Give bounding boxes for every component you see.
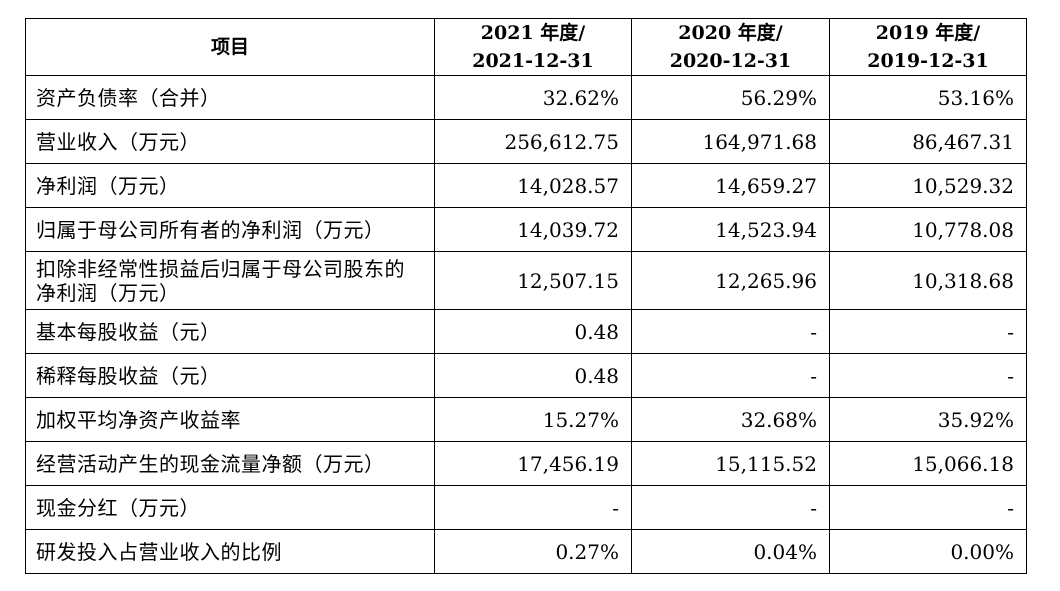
header-2021-year: 2021 年度/ [480,22,586,44]
value-2019: 15,066.18 [829,441,1027,486]
value-2021: 14,028.57 [434,163,632,208]
value-2019: - [829,309,1027,354]
value-2020: 164,971.68 [631,119,830,164]
value-2021: 0.48 [434,309,632,354]
row-label: 营业收入（万元） [25,119,435,164]
value-2019: 10,778.08 [829,207,1027,252]
header-item-label: 项目 [210,36,249,58]
value-2021: 256,612.75 [434,119,632,164]
row-label: 经营活动产生的现金流量净额（万元） [25,441,435,486]
value-2021: 0.48 [434,353,632,398]
row-label: 现金分红（万元） [25,485,435,530]
table-row: 研发投入占营业收入的比例 0.27% 0.04% 0.00% [25,529,1027,574]
row-label: 研发投入占营业收入的比例 [25,529,435,574]
value-2020: 12,265.96 [631,251,830,310]
table-row: 净利润（万元） 14,028.57 14,659.27 10,529.32 [25,163,1027,208]
row-label: 加权平均净资产收益率 [25,397,435,442]
row-label: 归属于母公司所有者的净利润（万元） [25,207,435,252]
value-2020: 14,659.27 [631,163,830,208]
value-2021: 17,456.19 [434,441,632,486]
table-row: 加权平均净资产收益率 15.27% 32.68% 35.92% [25,397,1027,442]
value-2020: - [631,485,830,530]
value-2021: 12,507.15 [434,251,632,310]
financial-table-container: 项目 2021 年度/ 2021-12-31 2020 年度/ 2020-12-… [25,18,1027,574]
header-row: 项目 2021 年度/ 2021-12-31 2020 年度/ 2020-12-… [25,18,1027,76]
value-2019: - [829,353,1027,398]
row-label: 基本每股收益（元） [25,309,435,354]
table-row: 现金分红（万元） - - - [25,485,1027,530]
value-2020: 14,523.94 [631,207,830,252]
table-row: 基本每股收益（元） 0.48 - - [25,309,1027,354]
row-label: 扣除非经常性损益后归属于母公司股东的净利润（万元） [25,251,435,310]
value-2019: 10,529.32 [829,163,1027,208]
value-2019: - [829,485,1027,530]
value-2020: 56.29% [631,75,830,120]
value-2020: 32.68% [631,397,830,442]
value-2021: - [434,485,632,530]
header-2020-date: 2020-12-31 [669,50,792,72]
value-2021: 0.27% [434,529,632,574]
value-2020: - [631,353,830,398]
value-2019: 0.00% [829,529,1027,574]
row-label: 稀释每股收益（元） [25,353,435,398]
table-row: 营业收入（万元） 256,612.75 164,971.68 86,467.31 [25,119,1027,164]
header-2019: 2019 年度/ 2019-12-31 [829,18,1027,76]
header-2021-date: 2021-12-31 [472,50,594,72]
value-2021: 32.62% [434,75,632,120]
value-2020: - [631,309,830,354]
table-row: 归属于母公司所有者的净利润（万元） 14,039.72 14,523.94 10… [25,207,1027,252]
table-row: 稀释每股收益（元） 0.48 - - [25,353,1027,398]
table-row: 扣除非经常性损益后归属于母公司股东的净利润（万元） 12,507.15 12,2… [25,251,1027,310]
table-row: 经营活动产生的现金流量净额（万元） 17,456.19 15,115.52 15… [25,441,1027,486]
header-2021: 2021 年度/ 2021-12-31 [434,18,632,76]
header-2020: 2020 年度/ 2020-12-31 [631,18,830,76]
value-2021: 14,039.72 [434,207,632,252]
value-2019: 53.16% [829,75,1027,120]
value-2019: 86,467.31 [829,119,1027,164]
value-2021: 15.27% [434,397,632,442]
value-2019: 10,318.68 [829,251,1027,310]
table-row: 资产负债率（合并） 32.62% 56.29% 53.16% [25,75,1027,120]
financial-indicators-table: 项目 2021 年度/ 2021-12-31 2020 年度/ 2020-12-… [25,18,1027,574]
header-2020-year: 2020 年度/ [678,22,783,44]
header-2019-date: 2019-12-31 [867,50,989,72]
row-label: 资产负债率（合并） [25,75,435,120]
value-2020: 0.04% [631,529,830,574]
value-2020: 15,115.52 [631,441,830,486]
row-label: 净利润（万元） [25,163,435,208]
header-item: 项目 [25,18,435,76]
header-2019-year: 2019 年度/ [875,22,981,44]
value-2019: 35.92% [829,397,1027,442]
